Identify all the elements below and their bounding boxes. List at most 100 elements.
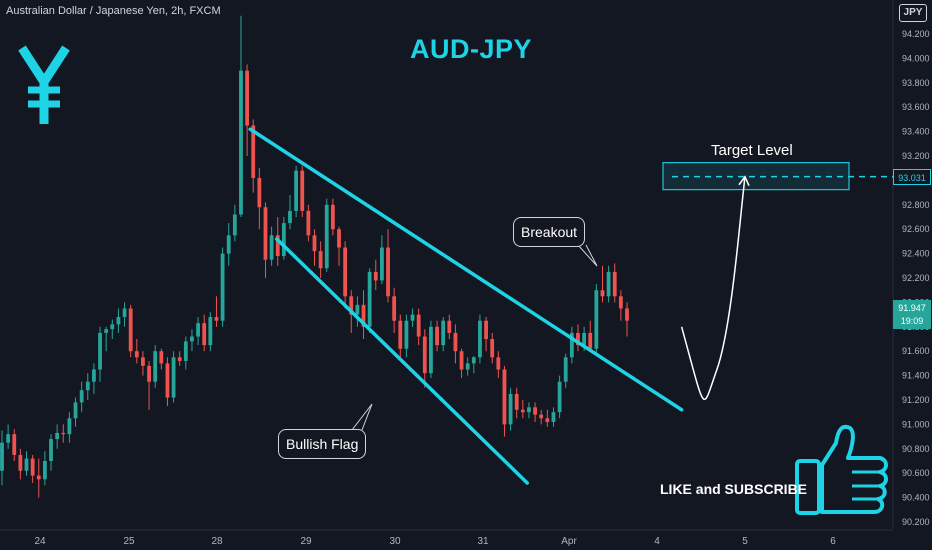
candle-body <box>343 247 348 297</box>
candle-body <box>300 170 305 211</box>
candle-body <box>165 363 170 398</box>
candle-body <box>110 324 115 330</box>
y-tick-label: 90.400 <box>902 493 930 503</box>
candle-body <box>453 332 458 352</box>
candle-body <box>576 332 580 346</box>
candle-body <box>527 407 531 413</box>
candle-body <box>484 320 488 339</box>
candle-body <box>263 207 268 260</box>
breakout-callout: Breakout <box>513 217 586 247</box>
candle-body <box>520 409 525 413</box>
currency-badge[interactable]: JPY <box>899 4 927 22</box>
candle-body <box>594 290 599 349</box>
thumbs-up-icon[interactable] <box>795 424 888 515</box>
candle-body <box>588 332 593 349</box>
x-tick-label: 24 <box>34 536 46 547</box>
x-tick-label: 6 <box>830 536 836 547</box>
projection-path <box>680 176 746 400</box>
target-price-label: 93.031 <box>893 169 931 185</box>
candle-body <box>557 381 562 413</box>
candle-body <box>441 320 446 346</box>
y-tick-label: 94.200 <box>902 29 930 39</box>
subscribe-label: LIKE and SUBSCRIBE <box>660 481 808 497</box>
candle-body <box>318 251 323 269</box>
x-tick-label: 25 <box>123 536 135 547</box>
candle-body <box>337 229 341 248</box>
candle-body <box>361 304 366 327</box>
candle-body <box>569 332 574 358</box>
chart-title: AUD-JPY <box>410 34 533 64</box>
candle-body <box>386 247 390 297</box>
candle-body <box>159 351 164 364</box>
candle-body <box>6 434 11 443</box>
candle-body <box>563 357 568 382</box>
candle-body <box>294 170 299 211</box>
target-level-label: Target Level <box>711 142 793 159</box>
candle-body <box>104 329 109 333</box>
candle-body <box>306 210 311 236</box>
candle-body <box>73 402 78 419</box>
candle-body <box>478 320 482 358</box>
candle-body <box>153 351 158 382</box>
candle-body <box>36 475 41 480</box>
candle-body <box>330 204 335 230</box>
breakout-callout-tail <box>577 244 598 267</box>
y-tick-label: 90.600 <box>902 468 930 478</box>
candle-body <box>49 439 53 461</box>
candle-body <box>545 418 550 422</box>
candle-body <box>398 320 403 349</box>
candle-body <box>551 412 556 422</box>
candle-body <box>582 332 587 346</box>
candle-body <box>196 323 200 337</box>
channel-upper-line[interactable] <box>248 127 684 412</box>
countdown-label: 19:09 <box>893 313 931 329</box>
candle-body <box>12 434 17 455</box>
candle-body <box>79 390 84 403</box>
x-tick-label: 30 <box>389 536 401 547</box>
candle-body <box>618 296 623 309</box>
candle-body <box>232 214 237 236</box>
candle-body <box>508 393 513 425</box>
y-tick-label: 92.600 <box>902 224 930 234</box>
x-tick-label: Apr <box>561 536 577 547</box>
y-tick-label: 93.600 <box>902 102 930 112</box>
candle-body <box>245 70 249 126</box>
x-tick-label: 29 <box>300 536 312 547</box>
candle-body <box>42 461 47 480</box>
candle-body <box>275 235 280 257</box>
bullish-flag-callout: Bullish Flag <box>278 429 367 459</box>
candle-body <box>177 357 182 361</box>
candle-body <box>141 357 145 366</box>
candle-body <box>61 432 66 435</box>
candle-body <box>392 296 397 321</box>
candle-body <box>55 432 60 440</box>
candle-body <box>514 393 519 410</box>
y-tick-label: 91.400 <box>902 371 930 381</box>
x-tick-label: 28 <box>211 536 223 547</box>
candle-body <box>226 235 231 254</box>
candle-body <box>471 357 476 364</box>
channel-lower-line[interactable] <box>275 237 529 485</box>
candle-body <box>220 253 225 321</box>
candle-body <box>116 317 121 325</box>
y-tick-label: 91.000 <box>902 419 930 429</box>
candle-body <box>183 341 188 361</box>
candle-body <box>490 339 495 358</box>
candle-body <box>122 308 127 318</box>
candle-body <box>355 304 360 315</box>
candle-body <box>625 308 629 321</box>
y-tick-label: 93.800 <box>902 78 930 88</box>
candle-body <box>459 351 464 370</box>
x-tick-label: 31 <box>477 536 489 547</box>
candle-body <box>435 326 439 346</box>
projection-arrowhead <box>738 175 750 187</box>
candle-body <box>324 204 329 269</box>
candle-body <box>18 454 23 471</box>
candle-body <box>533 407 537 415</box>
candle-body <box>367 271 372 327</box>
candle-body <box>380 247 384 281</box>
target-zone-box[interactable] <box>662 162 850 191</box>
candle-body <box>128 308 133 352</box>
